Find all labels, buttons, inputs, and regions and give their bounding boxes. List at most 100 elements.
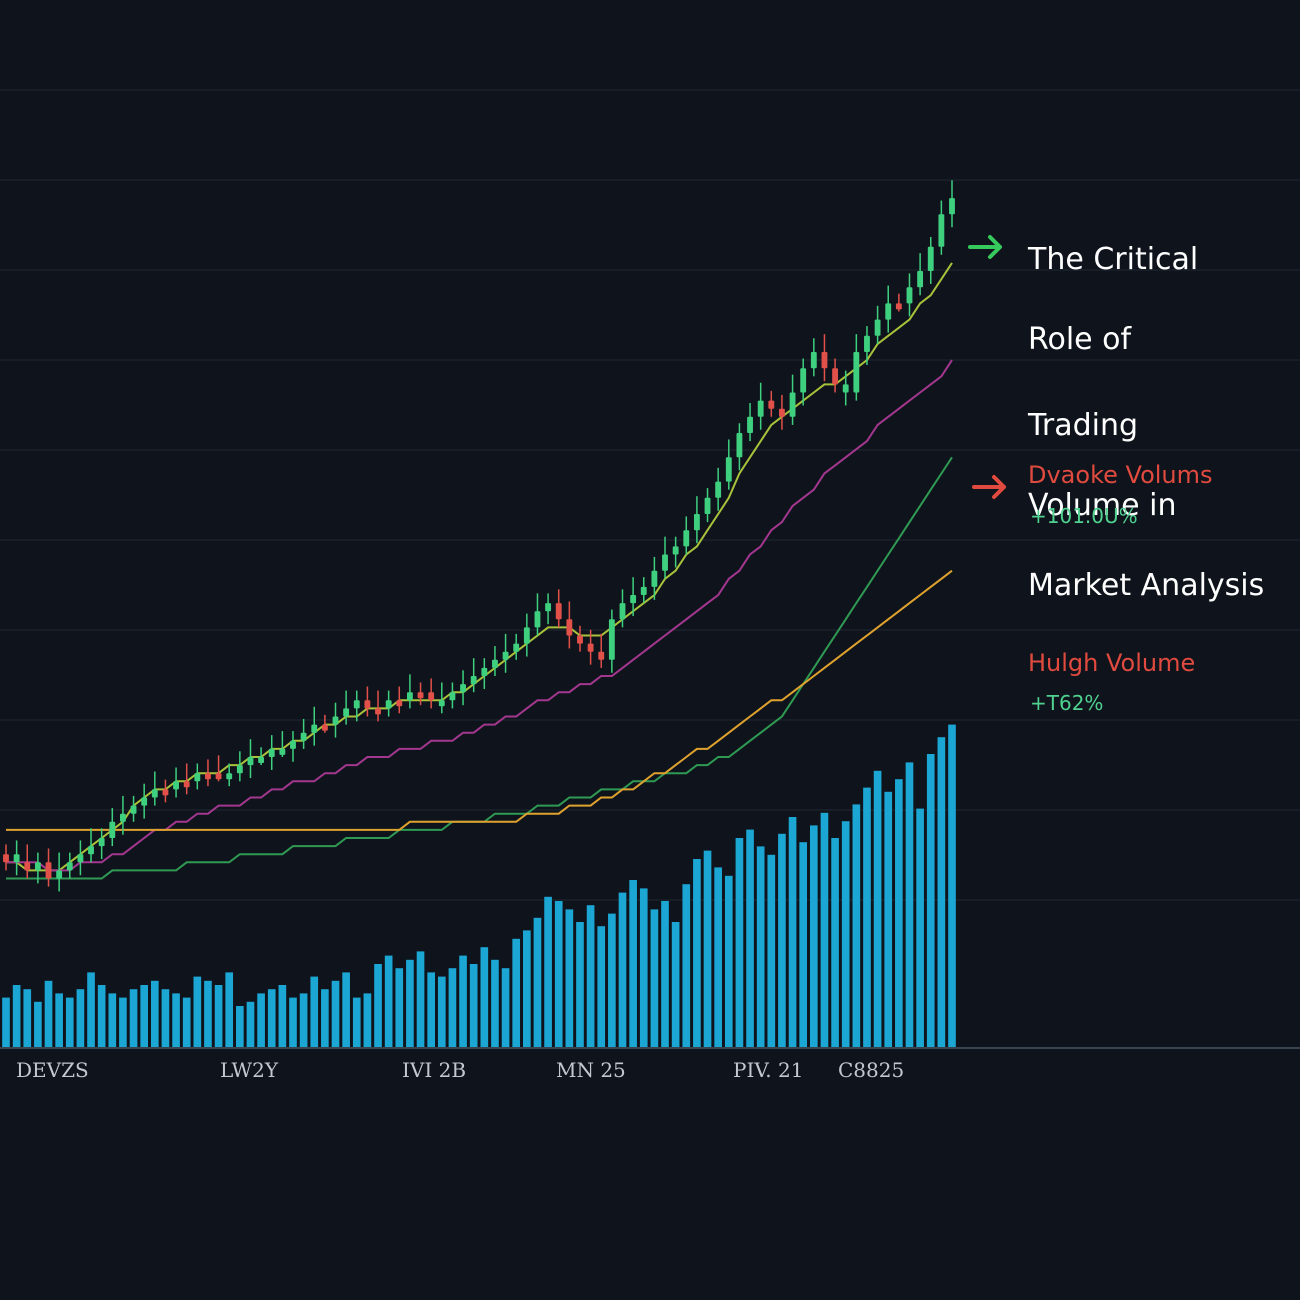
candle xyxy=(66,862,73,871)
series-line xyxy=(6,262,953,872)
volume-bar xyxy=(926,754,935,1048)
candle xyxy=(13,854,20,863)
volume-bar xyxy=(576,922,584,1048)
volume-bar xyxy=(480,947,489,1048)
candle xyxy=(534,611,541,628)
candle xyxy=(226,773,233,780)
volume-bar xyxy=(331,980,340,1048)
candle xyxy=(141,797,148,806)
candle xyxy=(598,651,605,660)
candle xyxy=(205,773,211,780)
volume-bar xyxy=(916,808,924,1048)
volume-bar xyxy=(427,972,435,1048)
volume-bar xyxy=(246,1001,255,1048)
candle xyxy=(449,692,456,701)
candle xyxy=(130,805,137,814)
volume-bar xyxy=(873,770,882,1048)
volume-bar xyxy=(618,892,627,1048)
volume-bar xyxy=(342,972,350,1048)
candle xyxy=(77,854,84,863)
volume-bar xyxy=(2,997,10,1048)
volume-bar xyxy=(512,938,521,1048)
volume-bar xyxy=(491,959,499,1048)
candle xyxy=(715,481,722,498)
candle xyxy=(693,514,700,531)
volume-bar xyxy=(395,968,404,1048)
volume-bar xyxy=(406,959,414,1048)
volume-bar xyxy=(374,964,382,1048)
volume-bar xyxy=(65,997,74,1048)
volume-bar xyxy=(756,846,765,1048)
candle xyxy=(853,352,860,393)
candle xyxy=(779,408,785,417)
candle xyxy=(927,246,934,271)
candle xyxy=(375,708,381,715)
volume-bar xyxy=(852,804,861,1048)
volume-bar xyxy=(267,989,276,1048)
volume-bar xyxy=(416,951,425,1048)
volume-bar xyxy=(682,884,691,1048)
candle xyxy=(630,595,637,604)
candle xyxy=(34,862,41,871)
candle xyxy=(417,692,424,699)
volume-bar xyxy=(34,1001,42,1048)
volume-bar xyxy=(554,901,563,1048)
candle xyxy=(672,546,679,555)
candle xyxy=(789,392,796,417)
volume-bar xyxy=(661,901,669,1048)
volume-bar xyxy=(278,985,287,1048)
volume-bar xyxy=(55,993,63,1048)
candle xyxy=(470,676,477,685)
volume-bar xyxy=(809,825,818,1048)
candle xyxy=(640,586,647,595)
candle xyxy=(587,643,594,652)
x-tick-label: IVI 2B xyxy=(402,1058,466,1082)
title-line: Market Analysis xyxy=(1028,568,1265,603)
x-tick-label: DEVZS xyxy=(16,1058,89,1082)
candle xyxy=(492,659,498,668)
candle xyxy=(545,603,552,612)
volume-bar xyxy=(544,896,552,1048)
candle xyxy=(523,627,530,644)
candle xyxy=(162,789,169,796)
volume-bar xyxy=(586,905,595,1048)
volume-bar xyxy=(150,980,159,1048)
volume-bar xyxy=(693,859,701,1048)
volume-bar xyxy=(310,976,319,1048)
candle xyxy=(864,335,870,352)
candle xyxy=(662,554,668,571)
volume-bar xyxy=(76,989,85,1048)
candle xyxy=(151,789,158,798)
candle xyxy=(396,700,403,707)
volume-bar xyxy=(608,913,616,1048)
candle xyxy=(236,765,243,774)
volume-bar xyxy=(523,930,531,1048)
candle xyxy=(194,773,201,782)
volume-bar xyxy=(129,989,138,1048)
chart-title: The Critical Role of Trading Volume in M… xyxy=(1028,200,1296,646)
candle xyxy=(810,352,817,369)
candle xyxy=(736,433,743,458)
volume-bar xyxy=(87,972,95,1048)
volume-bar xyxy=(140,985,149,1048)
volume-bar xyxy=(671,922,680,1048)
candle xyxy=(874,319,881,336)
annotation-label: Hulgh Volume xyxy=(1028,649,1196,677)
candle xyxy=(56,870,63,879)
candle xyxy=(279,748,286,755)
volume-bar xyxy=(236,1006,244,1048)
volume-bar xyxy=(299,993,308,1048)
x-axis-ticks: DEVZS LW2Y IVI 2B MN 25 PIV. 21 C8825 xyxy=(16,1058,904,1082)
title-line: Role of xyxy=(1028,322,1132,357)
annotation-value: +101.0U% xyxy=(1030,504,1138,528)
candle xyxy=(842,384,849,393)
volume-bar xyxy=(778,833,786,1048)
volume-bar xyxy=(788,817,797,1048)
gridlines xyxy=(0,89,1300,901)
candle xyxy=(258,757,265,763)
candle xyxy=(938,214,945,247)
series-line xyxy=(6,456,953,880)
volume-bar xyxy=(948,724,956,1048)
candle xyxy=(173,781,179,790)
volume-bar xyxy=(384,955,393,1048)
